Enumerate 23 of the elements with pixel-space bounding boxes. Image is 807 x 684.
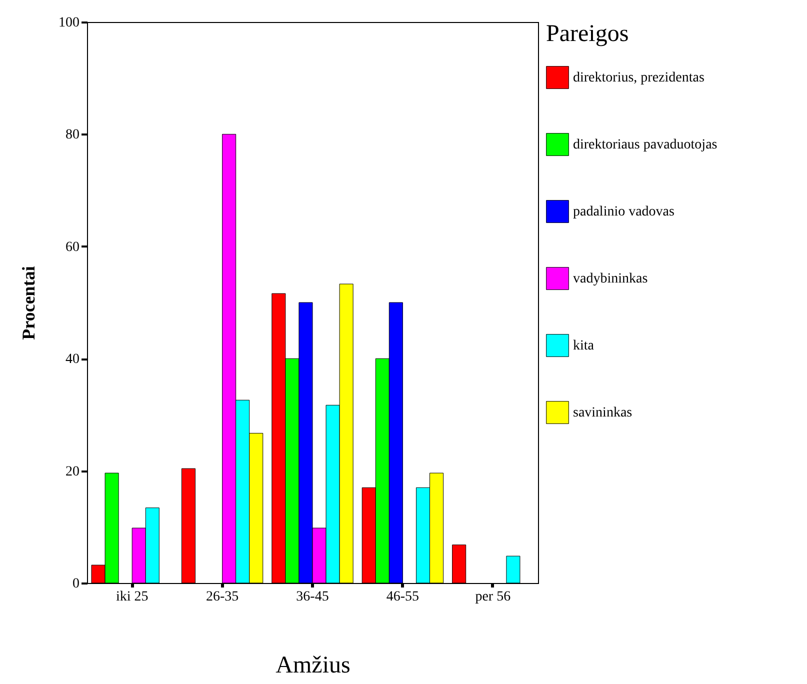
bar: [452, 544, 466, 584]
x-axis-title: Amžius: [276, 652, 350, 678]
y-tick-label: 100: [58, 16, 80, 30]
legend-label: direktorius, prezidentas: [573, 70, 704, 86]
x-tick-label: per 56: [475, 590, 511, 604]
legend-label: kita: [573, 338, 595, 354]
legend-title: Pareigos: [546, 21, 629, 47]
y-tick-label: 60: [66, 240, 80, 255]
x-tick-label: iki 25: [116, 590, 148, 604]
bar: [181, 468, 196, 584]
x-tick-label: 36-45: [296, 590, 329, 604]
y-tick-label: 20: [66, 464, 80, 480]
y-tick-label: 0: [72, 576, 80, 592]
legend-label: padalinio vadovas: [573, 204, 674, 220]
legend-label: vadybininkas: [573, 272, 648, 286]
y-axis-title: Procentai: [18, 266, 38, 340]
x-tick-label: 46-55: [386, 590, 420, 604]
x-tick-label: 26-35: [206, 590, 239, 604]
legend-label: direktoriaus pavaduotojas: [573, 138, 718, 152]
y-tick-label: 80: [66, 128, 80, 143]
y-tick-label: 40: [66, 352, 80, 368]
bar: [506, 556, 520, 584]
legend-label: savininkas: [573, 406, 632, 420]
